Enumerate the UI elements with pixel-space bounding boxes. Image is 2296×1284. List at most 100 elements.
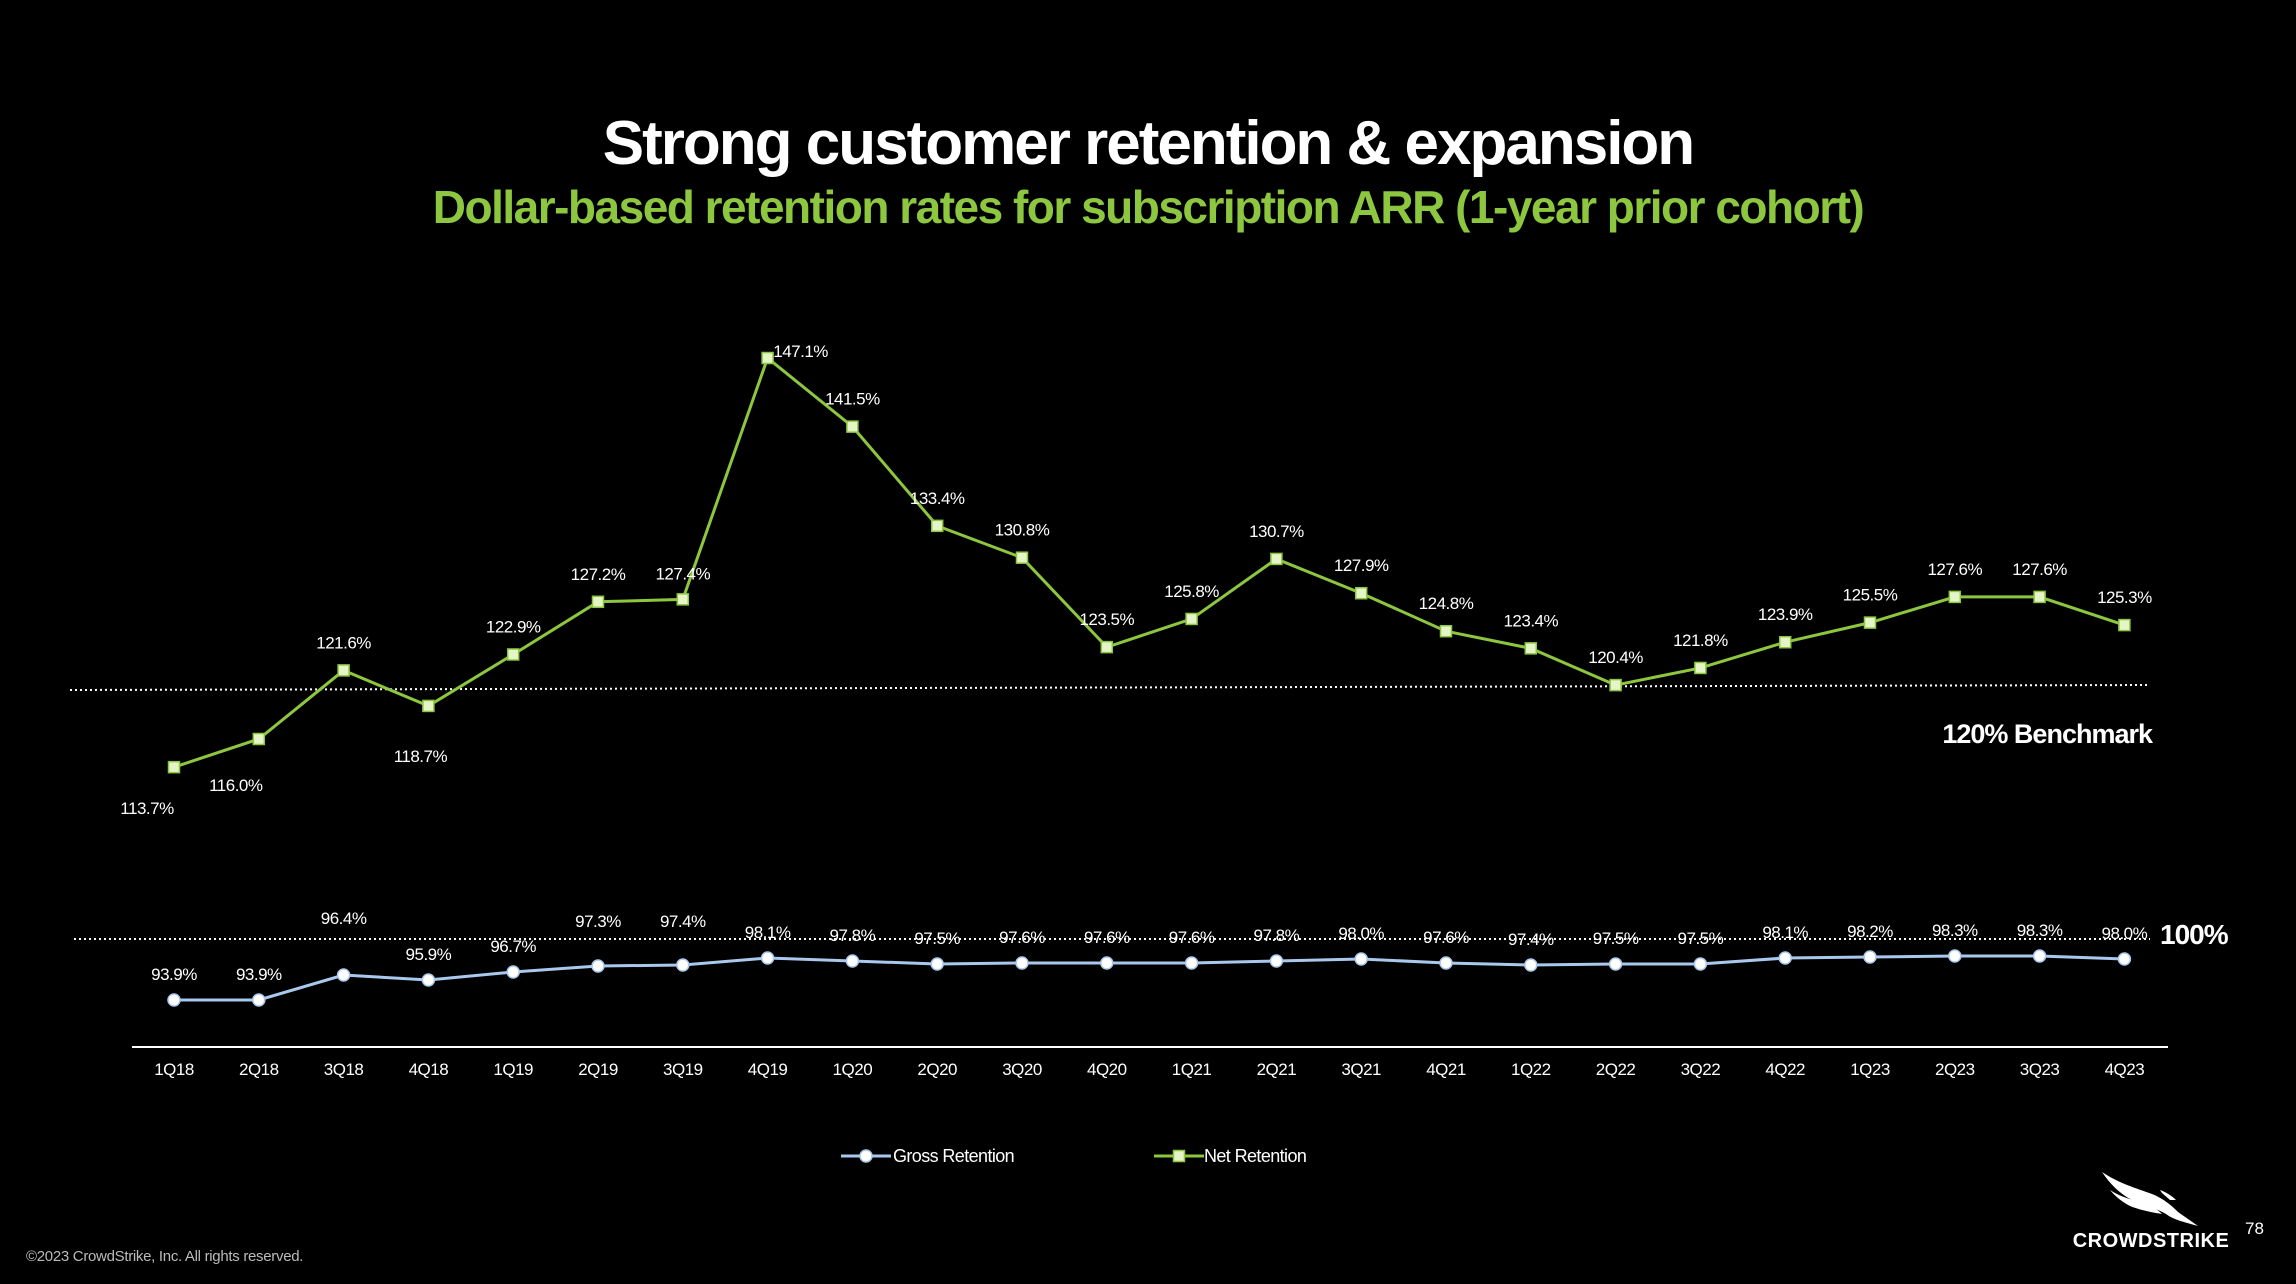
gross-retention-point	[760, 951, 775, 965]
net-retention-data-label: 122.9%	[486, 617, 541, 636]
net-retention-data-label: 127.6%	[2012, 560, 2067, 579]
gross-retention-data-label: 97.5%	[1678, 929, 1724, 948]
gross-retention-data-label: 97.6%	[999, 928, 1045, 947]
gross-retention-point	[2117, 952, 2132, 966]
x-tick-label: 2Q23	[1935, 1060, 1975, 1079]
legend-net-marker	[1172, 1149, 1186, 1163]
net-retention-point	[761, 351, 774, 365]
legend-net-label: Net Retention	[1204, 1146, 1306, 1166]
net-retention-data-label: 130.8%	[995, 521, 1050, 540]
net-retention-point	[1015, 551, 1029, 564]
net-retention-point	[930, 519, 944, 533]
x-tick-label: 3Q18	[324, 1060, 364, 1079]
net-retention-data-label: 125.5%	[1843, 586, 1898, 605]
x-tick-label: 2Q21	[1257, 1060, 1297, 1079]
x-tick-label: 3Q21	[1341, 1060, 1381, 1079]
net-retention-data-label: 130.7%	[1249, 522, 1304, 541]
net-retention-point	[676, 593, 690, 606]
gross-retention-data-label: 96.7%	[490, 937, 536, 956]
gross-retention-data-label: 97.4%	[660, 912, 706, 931]
gross-retention-point	[1693, 957, 1708, 971]
net-retention-data-label: 127.6%	[1927, 560, 1982, 579]
net-retention-point	[1778, 635, 1792, 649]
net-retention-point	[1948, 590, 1962, 604]
gross-retention-point	[2032, 949, 2047, 963]
benchmark-120-line	[69, 684, 2151, 691]
gross-retention-point	[1948, 949, 1962, 963]
net-retention-point	[252, 732, 266, 746]
net-retention-data-label: 118.7%	[394, 747, 448, 766]
slide-title: Strong customer retention & expansion	[602, 109, 1695, 178]
crowdstrike-logo: CROWDSTRIKE	[2066, 1170, 2236, 1254]
net-retention-data-label: 123.9%	[1758, 605, 1813, 624]
gross-retention-data-label: 98.1%	[745, 923, 791, 942]
gross-retention-point	[1524, 958, 1538, 972]
slide-subtitle: Dollar-based retention rates for subscri…	[432, 181, 1865, 233]
gross-retention-data-label: 98.0%	[1338, 924, 1384, 943]
net-retention-data-label: 127.2%	[571, 565, 626, 584]
gross-retention-data-label: 97.6%	[1169, 928, 1215, 947]
gross-retention-data-label: 97.6%	[1084, 928, 1130, 947]
gross-retention-point	[1184, 956, 1199, 970]
net-retention-point	[1609, 678, 1622, 692]
x-tick-label: 2Q22	[1596, 1060, 1636, 1079]
net-retention-line	[173, 355, 2125, 769]
net-retention-data-label: 121.8%	[1673, 631, 1728, 650]
net-retention-point	[1863, 616, 1877, 629]
x-tick-label: 3Q19	[663, 1060, 703, 1079]
net-retention-point	[506, 648, 520, 661]
gross-retention-point	[591, 959, 605, 973]
net-retention-data-label: 147.1%	[773, 342, 828, 361]
gross-retention-data-label: 96.4%	[321, 909, 367, 928]
gross-retention-point	[930, 957, 944, 971]
x-tick-label: 1Q22	[1511, 1060, 1551, 1079]
net-retention-data-label: 120.4%	[1588, 648, 1643, 667]
x-tick-label: 3Q23	[2020, 1060, 2060, 1079]
net-retention-data-label: 124.8%	[1419, 594, 1474, 613]
x-tick-label: 3Q22	[1681, 1060, 1721, 1079]
benchmark-100-label: 100%	[2160, 919, 2229, 950]
gross-retention-data-label: 97.6%	[1423, 928, 1469, 947]
net-retention-point	[1185, 612, 1198, 626]
net-retention-data-label: 125.8%	[1164, 582, 1219, 601]
gross-retention-point	[676, 958, 690, 972]
net-retention-data-label: 133.4%	[910, 489, 965, 508]
net-retention-point	[1100, 640, 1114, 654]
gross-retention-point	[1354, 952, 1368, 966]
net-retention-point	[1354, 586, 1368, 600]
net-retention-data-label: 127.9%	[1334, 556, 1389, 575]
x-tick-label: 1Q21	[1172, 1060, 1212, 1079]
gross-retention-data-label: 97.5%	[914, 929, 960, 948]
x-tick-label: 4Q21	[1426, 1060, 1466, 1079]
page-number: 78	[2245, 1219, 2264, 1238]
gross-retention-point	[1015, 956, 1029, 970]
gross-retention-point	[1778, 951, 1792, 965]
gross-retention-point	[506, 965, 520, 979]
gross-retention-data-label: 97.3%	[575, 912, 621, 931]
gross-retention-point	[1608, 957, 1623, 971]
legend-gross-label: Gross Retention	[893, 1146, 1014, 1166]
gross-retention-point	[167, 993, 181, 1007]
net-retention-point	[1524, 642, 1538, 655]
x-tick-label: 4Q22	[1765, 1060, 1805, 1079]
gross-retention-data-label: 98.0%	[2102, 924, 2148, 943]
x-tick-label: 2Q18	[239, 1060, 279, 1079]
net-retention-data-label: 141.5%	[825, 390, 880, 409]
net-retention-point	[337, 664, 350, 677]
gross-retention-point	[336, 968, 351, 982]
gross-retention-point	[421, 973, 436, 987]
gross-retention-point	[252, 993, 266, 1007]
net-retention-point	[422, 699, 435, 713]
net-retention-data-label: 123.5%	[1079, 610, 1134, 629]
x-tick-label: 4Q18	[409, 1060, 449, 1079]
gross-retention-point	[845, 954, 860, 968]
x-tick-label: 1Q18	[154, 1060, 194, 1079]
copyright-footer: ©2023 CrowdStrike, Inc. All rights reser…	[26, 1248, 304, 1265]
net-retention-point	[846, 420, 859, 433]
falcon-icon	[2102, 1172, 2198, 1226]
net-retention-point	[2033, 590, 2046, 604]
gross-retention-data-label: 97.8%	[1254, 926, 1300, 945]
net-retention-point	[1270, 552, 1283, 566]
gross-retention-data-label: 97.4%	[1508, 930, 1554, 949]
